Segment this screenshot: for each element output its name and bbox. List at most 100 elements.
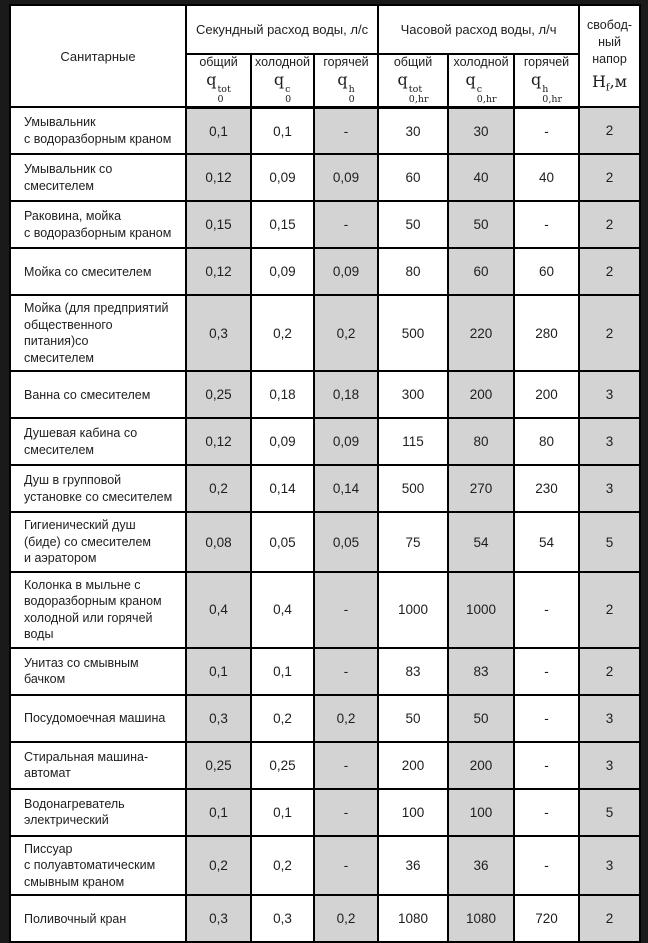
value-cell: 2 — [578, 294, 642, 373]
value-cell: - — [312, 740, 380, 790]
value-cell: 60 — [377, 153, 450, 203]
subheader-row: общий q tot 0 холодной q c 0 горячей q h 0 общий q tot… — [10, 52, 640, 109]
value-cell: 2 — [578, 570, 642, 649]
value-cell: 0,09 — [250, 247, 315, 297]
value-cell: 0,3 — [185, 294, 252, 373]
value-cell: 0,1 — [185, 787, 252, 837]
value-cell: 0,2 — [312, 294, 380, 373]
col-header-label: общий — [393, 55, 433, 69]
value-cell: 0,09 — [312, 417, 380, 467]
symbol-subscript: f — [605, 82, 610, 94]
value-cell: - — [513, 834, 581, 897]
table-row: Поливочный кран 0,3 0,3 0,2 1080 1080 720 2 — [9, 894, 642, 943]
value-cell: 0,2 — [250, 693, 315, 743]
fixture-name: Колонка в мыльне с водоразборным краном … — [9, 570, 187, 649]
value-cell: 0,09 — [250, 153, 315, 203]
table-row: Стиральная машина- автомат 0,25 0,25-200 20… — [9, 740, 642, 790]
fixture-name: Душ в групповой установке со смесителем — [9, 464, 187, 514]
value-cell: 40 — [513, 153, 581, 203]
col-header-sec-total: общий q tot 0 — [185, 52, 252, 109]
q-base: q — [531, 70, 542, 89]
table-row: Унитаз со смывным бачком 0,1 0,1-83 83-2 — [9, 646, 642, 696]
value-cell: 83 — [447, 646, 516, 696]
value-cell: 0,3 — [185, 894, 252, 943]
table-row: Мойка (для предприятий общественного пит… — [9, 294, 642, 373]
q-scripts: tot 0 — [217, 84, 231, 106]
free-head-symbol: Hf,м — [580, 71, 639, 95]
value-cell: 0,1 — [185, 106, 252, 156]
value-cell: 54 — [447, 511, 516, 573]
value-cell: 80 — [377, 247, 450, 297]
value-cell: 0,1 — [250, 106, 315, 156]
value-cell: 30 — [447, 106, 516, 156]
table-body: Умывальник с водоразборным краном 0,1 0,1-… — [9, 106, 642, 943]
value-cell: 3 — [578, 417, 642, 467]
fixture-name: Мойка со смесителем — [9, 247, 187, 297]
q-subscript: 0 — [217, 94, 224, 106]
value-cell: 0,14 — [312, 464, 380, 514]
value-cell: 3 — [578, 693, 642, 743]
fixture-name: Умывальник со смесителем — [9, 153, 187, 203]
value-cell: 0,09 — [312, 247, 380, 297]
value-cell: 0,1 — [250, 787, 315, 837]
fixture-name: Посудомоечная машина — [9, 693, 187, 743]
fixture-name: Стиральная машина- автомат — [9, 740, 187, 790]
value-cell: 0,2 — [250, 294, 315, 373]
value-cell: 200 — [513, 370, 581, 420]
value-cell: 36 — [377, 834, 450, 897]
value-cell: 50 — [447, 693, 516, 743]
q-scripts: c 0,hr — [476, 84, 497, 106]
value-cell: 230 — [513, 464, 581, 514]
header-group-row: Санитарные Секундный расход воды, л/с Ча… — [9, 3, 642, 109]
table-row: Душ в групповой установке со смесителем 0… — [9, 464, 642, 514]
q-base: q — [206, 70, 217, 89]
col-header-symbol: q c 0,hr — [449, 70, 513, 106]
value-cell: 80 — [513, 417, 581, 467]
value-cell: - — [513, 200, 581, 250]
symbol-after: ,м — [609, 72, 628, 91]
value-cell: 0,25 — [185, 370, 252, 420]
value-cell: 0,25 — [250, 740, 315, 790]
fixture-name: Душевая кабина со смесителем — [9, 417, 187, 467]
q-subscript: 0,hr — [476, 94, 497, 106]
value-cell: 2 — [578, 247, 642, 297]
value-cell: 5 — [578, 787, 642, 837]
value-cell: 0,18 — [312, 370, 380, 420]
q-superscript: c — [476, 84, 483, 95]
fixture-name: Ванна со смесителем — [9, 370, 187, 420]
value-cell: 50 — [447, 200, 516, 250]
fixture-name: Унитаз со смывным бачком — [9, 646, 187, 696]
value-cell: 1080 — [447, 894, 516, 943]
q-superscript: c — [285, 84, 291, 95]
value-cell: 280 — [513, 294, 581, 373]
value-cell: 0,3 — [250, 894, 315, 943]
value-cell: 3 — [578, 464, 642, 514]
value-cell: 3 — [578, 370, 642, 420]
table-row: Гигиенический душ (биде) со смесителем и… — [9, 511, 642, 573]
value-cell: 0,08 — [185, 511, 252, 573]
col-header-label: холодной — [453, 55, 509, 69]
table-row: Писсуар с полуавтоматическим смывным кра… — [9, 834, 642, 897]
value-cell: - — [513, 106, 581, 156]
value-cell: 0,25 — [185, 740, 252, 790]
col-header-label: горячей — [323, 55, 369, 69]
value-cell: - — [312, 787, 380, 837]
table-row: Душевая кабина со смесителем 0,12 0,09 0,09… — [9, 417, 642, 467]
value-cell: 2 — [578, 106, 642, 156]
q-subscript: 0 — [285, 94, 292, 106]
value-cell: 1000 — [377, 570, 450, 649]
value-cell: 0,1 — [185, 646, 252, 696]
value-cell: 3 — [578, 740, 642, 790]
value-cell: 0,05 — [312, 511, 380, 573]
value-cell: 0,15 — [250, 200, 315, 250]
value-cell: - — [513, 693, 581, 743]
q-base: q — [397, 70, 408, 89]
value-cell: 2 — [578, 894, 642, 943]
value-cell: 75 — [377, 511, 450, 573]
value-cell: - — [312, 570, 380, 649]
value-cell: 0,09 — [312, 153, 380, 203]
value-cell: 500 — [377, 294, 450, 373]
q-superscript: tot — [217, 84, 231, 95]
value-cell: 0,09 — [250, 417, 315, 467]
fixture-name: Мойка (для предприятий общественного пит… — [9, 294, 187, 373]
